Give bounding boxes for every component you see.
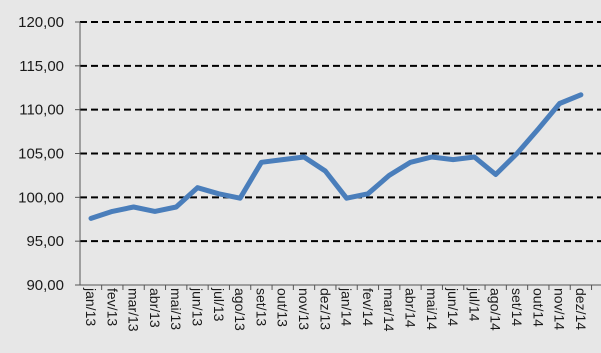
y-tick-label: 115,00	[19, 58, 64, 75]
y-tick-label: 120,00	[18, 14, 64, 31]
x-tick-label: out/13	[275, 288, 291, 327]
x-tick-label: jul/14	[466, 287, 482, 322]
x-tick-label: out/14	[530, 288, 546, 327]
series-line	[88, 92, 584, 221]
y-tick-label: 105,00	[18, 146, 64, 163]
x-tick-label: mai/14	[424, 288, 440, 330]
x-tick-label: mai/13	[168, 288, 184, 330]
x-tick-label: jul/13	[211, 287, 227, 322]
x-tick-label: mar/14	[381, 288, 397, 332]
x-tick-label: nov/13	[296, 288, 312, 330]
x-tick-label: set/14	[509, 288, 525, 326]
x-tick-label: fev/14	[360, 288, 376, 326]
x-tick-label: set/13	[253, 288, 269, 326]
y-tick-label: 110,00	[19, 102, 64, 119]
x-tick-label: abr/13	[147, 288, 163, 328]
x-tick-label: fev/13	[104, 288, 120, 326]
x-tick-label: ago/13	[232, 288, 248, 331]
x-tick-label: dez/14	[573, 288, 589, 330]
y-tick-label: 100,00	[18, 189, 64, 206]
y-tick-label: 90,00	[26, 277, 64, 294]
x-tick-label: ago/14	[488, 288, 504, 331]
x-tick-label: nov/14	[552, 288, 568, 330]
x-tick-label: mar/13	[126, 288, 142, 332]
x-tick-label: jan/14	[339, 287, 355, 326]
y-tick-label: 95,00	[26, 233, 64, 250]
x-tick-label: jun/13	[190, 287, 206, 326]
x-tick-label: dez/13	[317, 288, 333, 330]
x-tick-label: jun/14	[445, 287, 461, 326]
x-tick-label: abr/14	[403, 288, 419, 328]
x-tick-label: jan/13	[83, 287, 99, 326]
